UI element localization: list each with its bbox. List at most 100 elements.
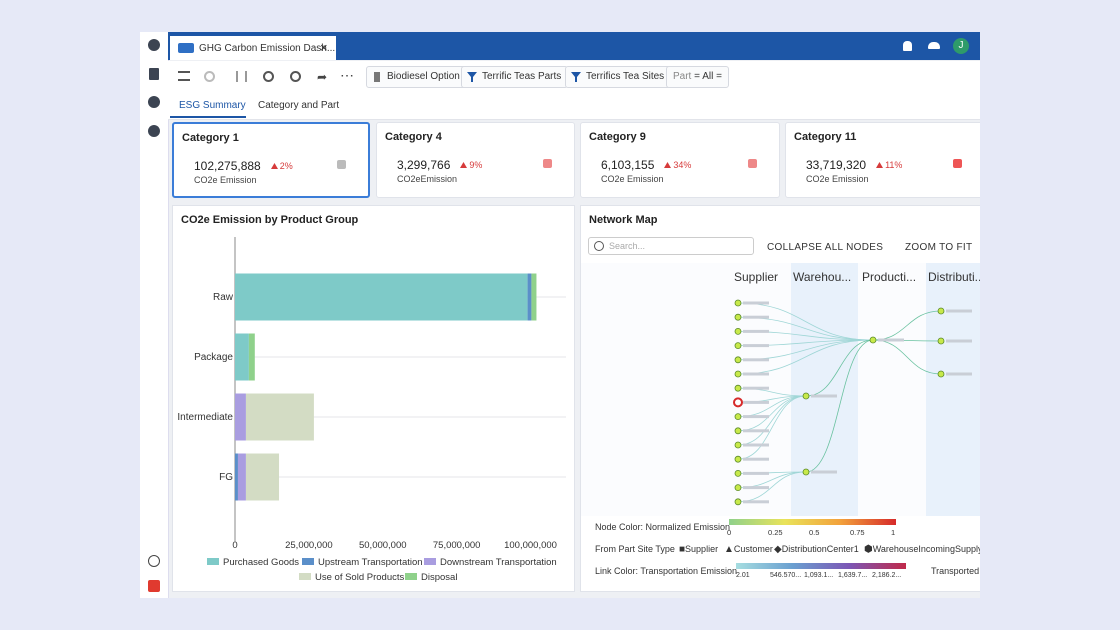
column-header: Producti... [862,270,916,284]
x-tick-label: 75,000,000 [433,540,481,551]
scale-tick: 546.570... [770,572,801,579]
node [735,499,741,505]
kpi-icon [953,159,962,168]
button-label: Biodiesel Option [387,71,460,82]
filter-button[interactable]: Terrifics Tea Sites [565,66,671,88]
help-icon[interactable] [204,71,215,82]
more-icon[interactable]: ⋯ [340,67,354,84]
history-icon[interactable] [290,71,301,82]
legend-label[interactable]: Downstream Transportation [440,557,557,568]
kpi-card[interactable]: Category 1102,275,8882%CO2e Emission [172,122,370,198]
collapse-button[interactable]: COLLAPSE ALL NODES [767,242,883,253]
kpi-value: 33,719,320 [806,158,866,172]
logo-icon [148,580,160,592]
settings-icon[interactable] [178,71,190,81]
node [735,300,741,306]
node-label [743,401,769,404]
node-label [811,395,837,398]
kpi-icon [748,159,757,168]
y-tick-label: FG [219,472,233,483]
node [735,371,741,377]
bar-segment [531,274,536,321]
kpi-change: 2% [271,161,293,171]
site-type-item: ■Supplier [679,544,718,555]
bar-segment [235,274,528,321]
legend-label[interactable]: Upstream Transportation [318,557,423,568]
bar-segment [235,394,246,441]
kpi-label: CO2e Emission [601,174,664,184]
people-icon[interactable] [928,42,940,49]
kpi-change: 34% [664,160,691,170]
change-text: 2% [280,161,293,171]
kpi-card[interactable]: Category 1133,719,32011%CO2e Emission [785,122,980,198]
site-type-item: ⬢WarehouseIncomingSupply [864,544,980,555]
node-label [743,472,769,475]
clock-icon[interactable] [148,39,160,51]
avatar[interactable]: J [953,38,969,54]
zoom-button[interactable]: ZOOM TO FIT [905,242,972,253]
dashboard-tab[interactable]: GHG Carbon Emission Dash... × [170,36,336,60]
kpi-card[interactable]: Category 43,299,7669%CO2eEmission [376,122,575,198]
button-label: Terrifics Tea Sites [586,71,664,82]
nav-icon[interactable] [148,125,160,137]
filter-button[interactable]: Terrific Teas Parts [461,66,568,88]
bar-segment [246,454,279,501]
node-label [743,444,769,447]
node [735,442,741,448]
legend-label[interactable]: Disposal [421,572,457,583]
network-panel: Network Map Search... COLLAPSE ALL NODES… [580,205,980,592]
legend-label: Link Color: Transportation Emission [595,566,737,576]
legend-label[interactable]: Use of Sold Products [315,572,404,583]
node [735,456,741,462]
node-label [743,330,769,333]
part-filter[interactable]: Part = All = [666,66,729,88]
kpi-value: 6,103,155 [601,158,654,172]
refresh-icon[interactable] [263,71,274,82]
chat-icon[interactable] [148,96,160,108]
legend-swatch [299,573,311,580]
color-scale [729,519,896,525]
legend-swatch [302,558,314,565]
node-label [743,302,769,305]
scenario-button[interactable]: Biodiesel Option [366,66,467,88]
node [735,357,741,363]
up-arrow [460,162,467,168]
arrow-shape [271,163,278,169]
item-label: Customer [734,544,773,554]
node [803,469,809,475]
scale-tick: 0.25 [768,528,783,537]
search-placeholder: Search... [609,241,645,251]
list-icon[interactable] [236,71,247,82]
kpi-icon [543,159,552,168]
network-diagram[interactable]: SupplierWarehou...Producti...Distributi.… [581,263,980,516]
kpi-card[interactable]: Category 96,103,15534%CO2e Emission [580,122,780,198]
node-label [743,500,769,503]
node [870,337,876,343]
help-icon[interactable] [148,555,160,567]
search-box[interactable]: Search... [588,237,754,255]
arrow-shape [876,162,883,168]
legend-label[interactable]: Purchased Goods [223,557,299,568]
change-text: 11% [885,160,902,170]
bar-segment [246,394,314,441]
tab-icon [178,43,194,53]
doc-icon[interactable] [149,68,159,80]
legend-swatch [405,573,417,580]
tab[interactable]: ESG Summary [179,100,246,111]
share-icon[interactable]: ➦ [317,70,327,84]
node [938,308,944,314]
app-window: GHG Carbon Emission Dash... × J ➦ ⋯ Biod… [140,32,980,598]
bell-icon[interactable] [903,41,912,51]
tab[interactable]: Category and Part [258,100,339,111]
tab-underline [170,116,246,118]
kpi-change: 9% [460,160,482,170]
node [734,398,742,406]
kpi-title: Category 1 [182,132,239,144]
node [735,314,741,320]
tab-close[interactable]: × [320,40,328,55]
legend-swatch [207,558,219,565]
kpi-label: CO2e Emission [194,175,257,185]
node-label [743,316,769,319]
x-tick-label: 100,000,000 [504,540,557,551]
